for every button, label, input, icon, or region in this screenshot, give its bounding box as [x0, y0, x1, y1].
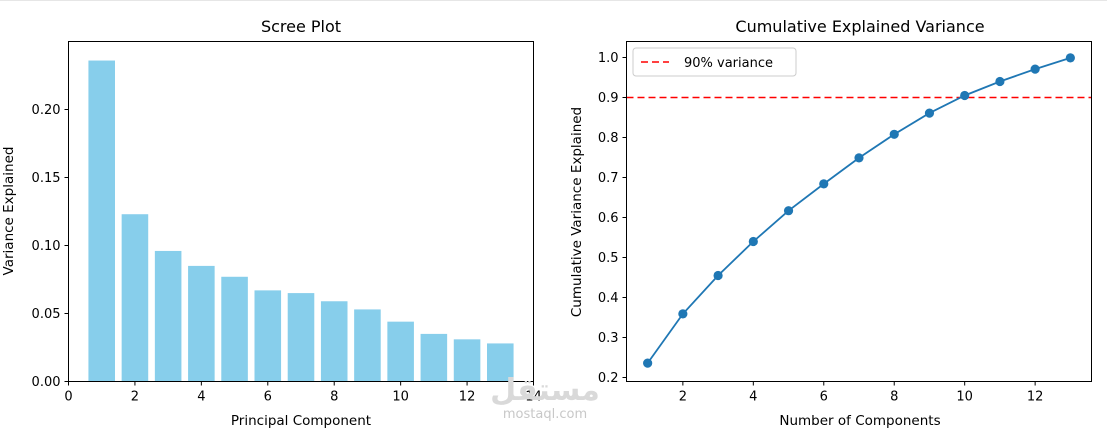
watermark-latin: mostaql.com — [503, 407, 587, 422]
cumulative-x-tick-label: 4 — [749, 390, 757, 405]
scree-bar-11 — [420, 333, 448, 382]
scree-x-label: Principal Component — [231, 413, 371, 429]
cumulative-y-tick-label: 1.0 — [598, 51, 619, 66]
scree-bar-5 — [221, 276, 248, 382]
cumulative-y-tick-label: 0.5 — [598, 251, 619, 266]
scree-bar-2 — [121, 214, 149, 382]
scree-bar-3 — [154, 250, 182, 382]
cumulative-y-tick-label: 0.6 — [598, 211, 619, 226]
scree-bar-7 — [287, 293, 315, 382]
cumulative-point-7 — [854, 153, 864, 163]
cumulative-y-tick-label: 0.4 — [598, 291, 619, 306]
legend: 90% variance — [632, 47, 797, 77]
scree-bar-12 — [453, 339, 481, 382]
cumulative-y-tick-label: 0.8 — [598, 131, 619, 146]
cumulative-y-tick-label: 0.2 — [598, 371, 619, 386]
scree-x-tick-label: 6 — [264, 390, 272, 405]
cumulative-point-6 — [819, 179, 829, 189]
scree-bar-6 — [254, 290, 282, 382]
cumulative-point-10 — [960, 90, 970, 101]
legend-box — [632, 47, 797, 77]
scree-bar-4 — [188, 265, 215, 382]
top-border — [0, 0, 1107, 1]
scree-y-tick-label: 0.20 — [32, 103, 61, 118]
legend-label: 90% variance — [684, 56, 773, 71]
cumulative-point-4 — [748, 236, 758, 247]
scree-x-tick-label: 10 — [392, 390, 409, 405]
cumulative-x-label: Number of Components — [779, 413, 940, 429]
scree-bar-13 — [487, 343, 514, 382]
scree-y-tick-label: 0.00 — [32, 375, 61, 390]
cumulative-series-points — [643, 53, 1075, 368]
cumulative-point-11 — [995, 76, 1005, 87]
cumulative-x-tick-label: 6 — [820, 390, 828, 405]
cumulative-series-line — [646, 57, 1071, 364]
scree-bar-8 — [320, 301, 348, 382]
cumulative-x-tick-label: 2 — [679, 390, 687, 405]
scree-plot-title: Scree Plot — [261, 17, 341, 36]
cumulative-point-9 — [924, 108, 935, 118]
cumulative-y-label: Cumulative Variance Explained — [569, 107, 585, 317]
cumulative-ticks: 2 4 6 8 10 12 0.2 0.3 0.4 0.5 0.6 0.7 0.8 0.9 1.0 — [598, 51, 1044, 405]
scree-y-tick-label: 0.10 — [32, 239, 61, 254]
scree-bar-1 — [88, 60, 115, 382]
cumulative-point-5 — [783, 206, 794, 216]
scree-ticks: 0 2 4 6 8 10 12 14 0.00 0.05 0.10 0.15 0.20 — [32, 103, 542, 405]
cumulative-y-tick-label: 0.7 — [598, 171, 619, 186]
cumulative-x-tick-label: 10 — [956, 390, 973, 405]
cumulative-point-8 — [889, 129, 899, 139]
cumulative-point-12 — [1030, 64, 1040, 74]
scree-bar-10 — [387, 321, 414, 382]
cumulative-point-1 — [643, 358, 653, 368]
scree-y-label: Variance Explained — [1, 147, 17, 276]
cumulative-variance-plot: Cumulative Explained Variance 2 4 6 8 10 12 0.… — [569, 17, 1092, 429]
cumulative-plot-title: Cumulative Explained Variance — [735, 17, 984, 36]
cumulative-x-tick-label: 12 — [1027, 390, 1044, 405]
cumulative-point-13 — [1065, 53, 1075, 63]
watermark-arabic: مستقل — [490, 373, 600, 408]
scree-axes-frame — [68, 41, 534, 382]
cumulative-axes-frame — [626, 41, 1092, 382]
scree-x-tick-label: 12 — [459, 390, 476, 405]
scree-plot: Scree Plot 0 2 4 6 8 10 12 14 0.00 0.05 0.10 0.15 0.… — [1, 17, 542, 429]
cumulative-point-3 — [713, 270, 723, 281]
scree-x-tick-label: 0 — [64, 390, 72, 405]
cumulative-y-tick-label: 0.9 — [598, 91, 619, 106]
cumulative-point-2 — [678, 309, 688, 319]
watermark: مستقل mostaql.com — [490, 373, 600, 422]
scree-x-tick-label: 2 — [131, 390, 139, 405]
scree-y-tick-label: 0.05 — [32, 307, 61, 322]
cumulative-x-tick-label: 8 — [890, 390, 898, 405]
cumulative-y-tick-label: 0.3 — [598, 331, 619, 346]
scree-x-tick-label: 14 — [525, 390, 542, 405]
scree-bars — [88, 60, 514, 382]
scree-bar-9 — [354, 309, 381, 382]
scree-y-tick-label: 0.15 — [32, 171, 61, 186]
scree-x-tick-label: 8 — [330, 390, 338, 405]
scree-x-tick-label: 4 — [197, 390, 205, 405]
